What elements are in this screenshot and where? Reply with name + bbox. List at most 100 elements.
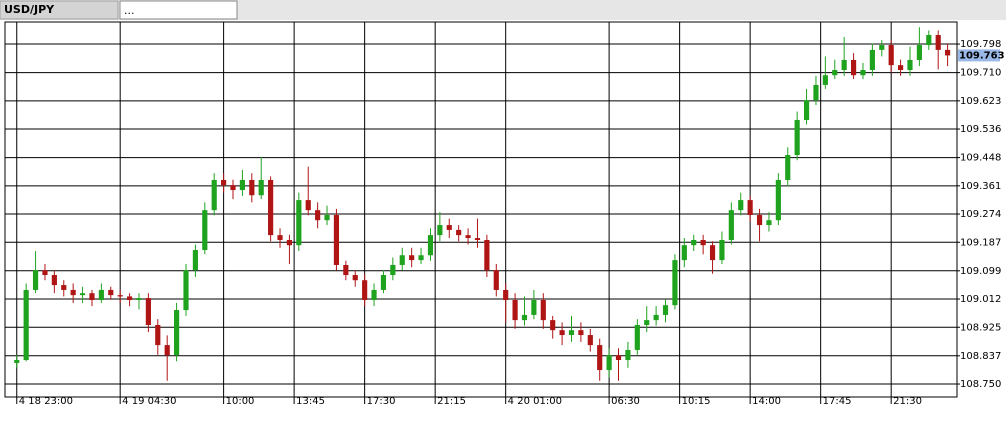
candle-body: [249, 179, 255, 196]
candle-body: [832, 70, 838, 76]
candle-body: [625, 349, 631, 361]
candle-body: [653, 314, 659, 321]
candle-body: [888, 45, 894, 66]
candle-body: [756, 215, 763, 226]
candle-body: [352, 275, 358, 281]
candle-body: [390, 264, 396, 276]
x-tick-label: 14:00: [752, 396, 781, 407]
candle-body: [841, 59, 847, 71]
y-tick-label: 108.750: [960, 379, 1001, 390]
candle-body: [822, 75, 828, 85]
candle-body: [61, 285, 67, 290]
candle-body: [897, 65, 904, 71]
tab-label[interactable]: USD/JPY: [4, 3, 55, 16]
candle-body: [183, 270, 189, 311]
candle-body: [531, 300, 537, 315]
candle-body: [239, 179, 245, 191]
candle-body: [315, 210, 321, 221]
candle-body: [79, 293, 86, 296]
tab-label[interactable]: ...: [124, 4, 135, 17]
candle-body: [672, 260, 678, 306]
last-price-label: 109.763: [959, 50, 1005, 61]
candle-body: [935, 34, 941, 50]
candle-body: [399, 255, 405, 265]
tab-bar: [0, 0, 1006, 20]
candle-body: [503, 289, 509, 301]
y-tick-label: 108.837: [960, 351, 1001, 362]
candle-body: [343, 264, 349, 276]
y-tick-label: 109.536: [960, 124, 1001, 135]
x-tick-label: 13:45: [296, 396, 325, 407]
candle-body: [221, 179, 227, 186]
tab[interactable]: [119, 0, 238, 20]
candle-body: [521, 314, 528, 321]
candle-body: [719, 239, 725, 261]
candle-body: [860, 70, 866, 76]
candle-body: [907, 59, 913, 71]
candle-body: [550, 320, 556, 331]
candle-body: [691, 239, 697, 246]
candle-body: [879, 45, 885, 50]
candle-body: [568, 330, 575, 336]
y-tick-label: 108.925: [960, 322, 1001, 333]
candle-body: [286, 239, 293, 246]
candle-body: [174, 310, 180, 356]
candle-body: [578, 330, 584, 336]
candle-body: [785, 155, 791, 180]
candle-body: [747, 200, 753, 216]
candle-body: [164, 345, 170, 356]
candle-body: [230, 185, 236, 191]
candle-body: [324, 215, 330, 221]
x-tick-label: 21:30: [893, 396, 922, 407]
candle-body: [192, 250, 198, 271]
candle-body: [681, 245, 687, 261]
y-tick-label: 109.710: [960, 68, 1001, 79]
candle-body: [268, 179, 274, 236]
candle-body: [296, 200, 302, 246]
candle-body: [23, 289, 29, 361]
candle-body: [456, 229, 462, 236]
candle-body: [418, 255, 424, 261]
x-tick-label: 17:45: [823, 396, 852, 407]
last-price-box: [958, 49, 1000, 62]
y-tick-label: 109.012: [960, 294, 1001, 305]
candle-body: [409, 255, 415, 261]
candle-body: [32, 270, 39, 290]
candle-body: [945, 49, 951, 56]
candle-body: [70, 289, 76, 296]
y-tick-label: 109.099: [960, 266, 1001, 277]
candle-body: [728, 210, 734, 240]
candle-body: [427, 235, 434, 256]
candle-body: [202, 210, 208, 251]
candle-body: [211, 179, 217, 211]
candle-body: [700, 239, 706, 246]
candle-body: [813, 84, 819, 101]
x-tick-label: 4 20 01:00: [508, 396, 562, 407]
candle-body: [803, 100, 810, 120]
candle-body: [437, 225, 443, 236]
candle-body: [493, 270, 499, 290]
candle-body: [258, 179, 264, 196]
candle-body: [98, 289, 104, 301]
candle-body: [869, 49, 875, 71]
x-tick-label: 10:15: [682, 396, 711, 407]
y-tick-label: 109.274: [960, 209, 1001, 220]
y-tick-label: 109.798: [960, 39, 1001, 50]
x-tick-label: 21:15: [437, 396, 466, 407]
candle-body: [277, 235, 283, 240]
candle-body: [484, 239, 490, 271]
candle-body: [333, 215, 340, 265]
y-tick-label: 109.448: [960, 153, 1001, 164]
candle-body: [644, 320, 650, 325]
plot-area: [4, 21, 958, 398]
y-tick-label: 109.361: [960, 181, 1001, 192]
candle-body: [126, 296, 133, 301]
candle-body: [89, 293, 95, 301]
candle-body: [615, 355, 622, 361]
candle-body: [446, 225, 452, 230]
tab[interactable]: [0, 0, 119, 20]
candle-body: [108, 289, 114, 296]
candle-body: [136, 298, 142, 301]
